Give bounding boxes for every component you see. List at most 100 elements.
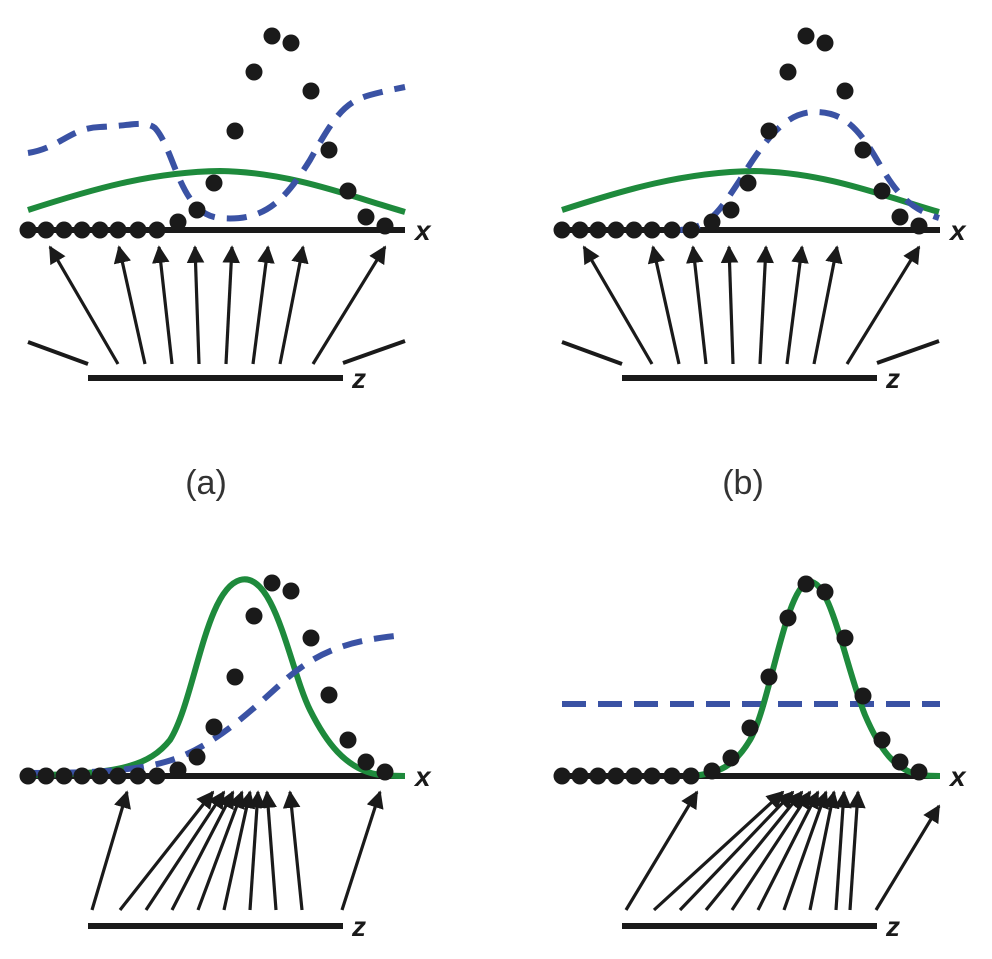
mapping-arrows [624, 790, 941, 912]
arrow [848, 790, 866, 911]
arrow [678, 790, 795, 912]
data-point [625, 221, 643, 239]
arrow [278, 245, 309, 365]
data-point [553, 767, 571, 785]
data-point [663, 221, 681, 239]
data-point [188, 748, 206, 766]
green-density-curve [689, 578, 941, 779]
data-point [55, 221, 73, 239]
arrow [834, 790, 852, 911]
data-point [73, 767, 91, 785]
arrow [48, 245, 120, 365]
panel-b-caption: (b) [722, 464, 764, 502]
arrow [251, 245, 275, 365]
data-point [873, 182, 891, 200]
arrow [782, 790, 829, 911]
data-point [703, 213, 721, 231]
data-point [109, 221, 127, 239]
data-point [282, 34, 300, 52]
blue-dashed-curve [679, 108, 940, 233]
edge-line-left [561, 340, 623, 366]
data-point [703, 762, 721, 780]
x-axis-label: x [948, 761, 967, 792]
arrow [222, 790, 256, 911]
data-point [571, 767, 589, 785]
data-point [779, 609, 797, 627]
data-point [571, 221, 589, 239]
data-point [643, 767, 661, 785]
data-point [263, 27, 281, 45]
data-point [245, 63, 263, 81]
arrow [756, 245, 774, 365]
arrow [845, 245, 921, 365]
panel-a: x z [19, 27, 432, 394]
arrow [196, 790, 245, 911]
arrow [113, 245, 147, 365]
arrow [340, 790, 384, 911]
edge-line-right [342, 339, 406, 365]
mapping-arrows [582, 245, 921, 365]
data-point [553, 221, 571, 239]
arrow [152, 245, 174, 365]
data-point [663, 767, 681, 785]
data-point [148, 221, 166, 239]
data-point [682, 221, 700, 239]
arrow [720, 245, 739, 365]
data-point [148, 767, 166, 785]
data-point [129, 221, 147, 239]
arrow [704, 790, 804, 912]
arrow [248, 790, 266, 911]
data-point [589, 221, 607, 239]
data-point [910, 763, 928, 781]
data-point [589, 767, 607, 785]
data-point [169, 213, 187, 231]
data-point [91, 221, 109, 239]
data-point [357, 208, 375, 226]
arrow [311, 245, 387, 365]
arrow [170, 790, 235, 911]
panel-c: x z [19, 574, 432, 942]
data-point [129, 767, 147, 785]
data-point [339, 731, 357, 749]
data-point [320, 686, 338, 704]
data-points [19, 574, 394, 785]
x-axis-label: x [413, 215, 432, 246]
data-point [226, 668, 244, 686]
green-density-curve [27, 576, 406, 779]
arrow [144, 790, 226, 911]
data-point [282, 582, 300, 600]
arrow [647, 245, 681, 365]
arrow [756, 790, 820, 911]
data-point [854, 687, 872, 705]
data-point [302, 82, 320, 100]
data-point [357, 753, 375, 771]
arrow [785, 245, 809, 365]
z-axis-label: z [351, 911, 366, 942]
data-point [854, 141, 872, 159]
data-point [797, 27, 815, 45]
data-point [816, 34, 834, 52]
mapping-arrows [48, 245, 387, 365]
data-point [376, 217, 394, 235]
data-point [37, 221, 55, 239]
panel-b: x z [553, 27, 967, 394]
data-point [205, 718, 223, 736]
data-point [682, 767, 700, 785]
data-point [816, 583, 834, 601]
z-axis-label: z [351, 363, 366, 394]
arrow [582, 245, 654, 365]
data-points [19, 27, 394, 239]
data-point [376, 763, 394, 781]
data-points [553, 27, 928, 239]
data-point [891, 208, 909, 226]
data-point [625, 767, 643, 785]
arrow [812, 245, 843, 365]
data-point [37, 767, 55, 785]
data-point [19, 767, 37, 785]
data-point [643, 221, 661, 239]
data-point [836, 82, 854, 100]
arrow [259, 790, 278, 911]
arrow [282, 790, 304, 911]
arrow [686, 245, 708, 365]
